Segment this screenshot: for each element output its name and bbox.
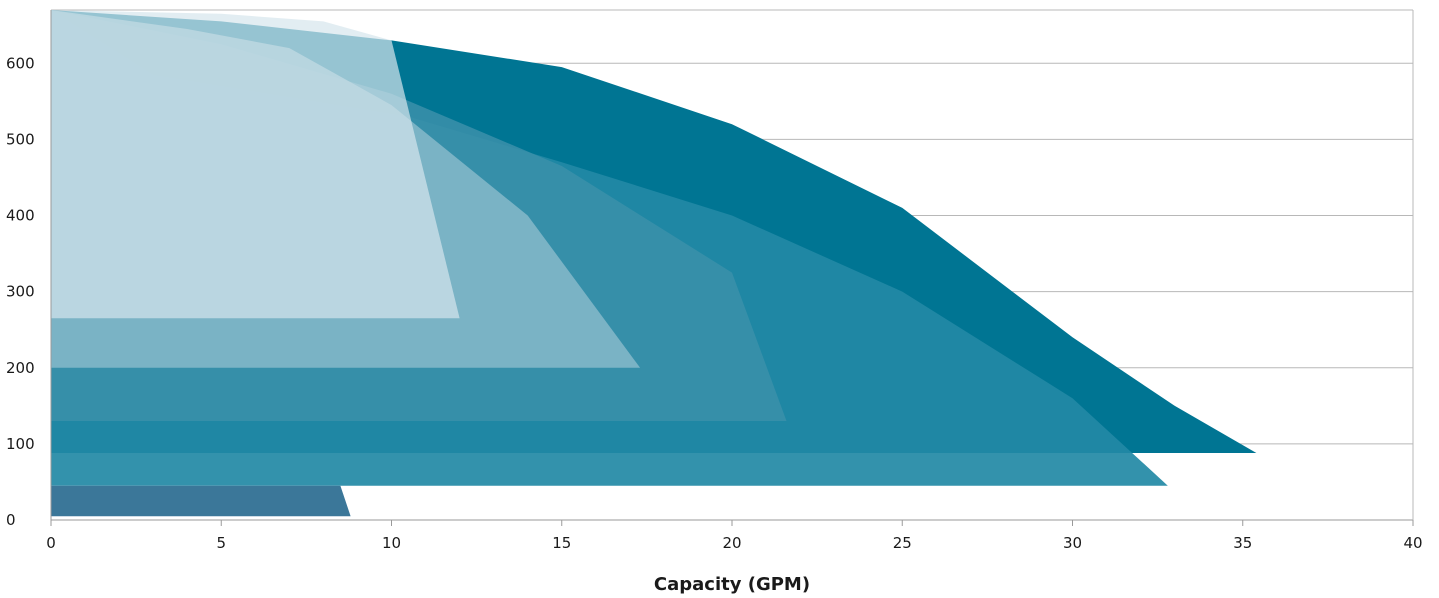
x-axis-title: Capacity (GPM): [654, 574, 810, 595]
performance-area-6: [51, 485, 351, 517]
x-axis-ticks: 0 5 10 15 20 25 30 35 40: [46, 520, 1423, 552]
x-tick-label-0: 0: [46, 534, 56, 552]
x-tick-label-25: 25: [893, 534, 912, 552]
y-tick-label-300: 300: [6, 283, 35, 301]
x-tick-label-35: 35: [1233, 534, 1252, 552]
y-tick-label-500: 500: [6, 130, 35, 148]
y-tick-label-0: 0: [6, 511, 16, 529]
y-tick-label-100: 100: [6, 435, 35, 453]
performance-area-5: [51, 10, 460, 319]
x-tick-label-20: 20: [722, 534, 741, 552]
performance-areas: [51, 10, 1257, 517]
y-tick-label-400: 400: [6, 207, 35, 225]
x-tick-label-15: 15: [552, 534, 571, 552]
y-tick-label-200: 200: [6, 359, 35, 377]
y-tick-label-600: 600: [6, 54, 35, 72]
y-axis-ticks: 0 100 200 300 400 500 600: [6, 54, 35, 529]
x-tick-label-40: 40: [1403, 534, 1422, 552]
x-tick-label-10: 10: [382, 534, 401, 552]
x-tick-label-5: 5: [216, 534, 226, 552]
x-tick-label-30: 30: [1063, 534, 1082, 552]
